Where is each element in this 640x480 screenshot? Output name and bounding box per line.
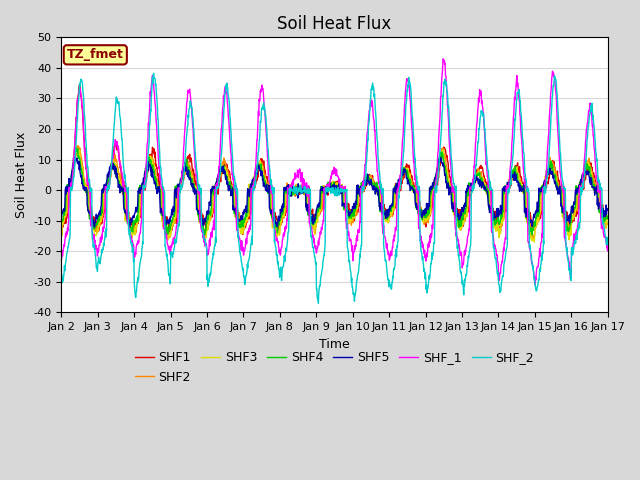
SHF3 [58, 231, 65, 237]
SHF2 [420, 216, 428, 221]
SHF_2 [150, 71, 157, 76]
SHF4 [72, 145, 80, 151]
SHF_1 [531, 281, 539, 287]
SHF4 [179, 169, 187, 175]
SHF4 [420, 210, 428, 216]
SHF_2 [604, 241, 611, 247]
Line: SHF2: SHF2 [61, 146, 607, 239]
SHF5 [58, 215, 65, 220]
Line: SHF1: SHF1 [61, 85, 607, 234]
SHF5 [436, 155, 444, 160]
SHF3 [420, 220, 428, 226]
SHF1 [76, 82, 83, 88]
SHF2 [491, 213, 499, 219]
SHF4 [201, 232, 209, 238]
Y-axis label: Soil Heat Flux: Soil Heat Flux [15, 132, 28, 218]
Line: SHF4: SHF4 [61, 148, 607, 235]
SHF_2 [166, 275, 174, 281]
SHF_1 [58, 257, 65, 263]
SHF5 [540, 185, 547, 191]
SHF4 [58, 219, 65, 225]
SHF3 [241, 225, 248, 231]
SHF_2 [540, 238, 547, 243]
SHF3 [540, 190, 547, 195]
SHF2 [166, 231, 174, 237]
SHF_2 [420, 269, 428, 275]
X-axis label: Time: Time [319, 337, 350, 351]
SHF4 [166, 227, 174, 232]
SHF_2 [58, 271, 65, 277]
SHF_2 [241, 275, 248, 280]
SHF5 [241, 206, 248, 212]
SHF3 [604, 216, 611, 222]
SHF1 [420, 209, 428, 215]
SHF_1 [491, 242, 499, 248]
SHF3 [491, 222, 499, 228]
SHF1 [166, 228, 174, 233]
SHF_1 [166, 249, 173, 254]
SHF4 [540, 184, 547, 190]
SHF1 [179, 178, 187, 184]
SHF1 [540, 186, 547, 192]
SHF2 [604, 221, 611, 227]
SHF_1 [419, 243, 427, 249]
SHF5 [125, 224, 133, 230]
SHF5 [420, 211, 428, 217]
SHF1 [239, 231, 246, 237]
Line: SHF5: SHF5 [61, 157, 607, 227]
Legend: SHF1, SHF2, SHF3, SHF4, SHF5, SHF_1, SHF_2: SHF1, SHF2, SHF3, SHF4, SHF5, SHF_1, SHF… [130, 347, 539, 389]
SHF1 [58, 227, 65, 232]
SHF3 [531, 239, 538, 245]
SHF4 [492, 216, 499, 221]
SHF3 [179, 172, 187, 178]
Line: SHF_1: SHF_1 [61, 59, 607, 284]
Line: SHF3: SHF3 [61, 146, 607, 242]
SHF5 [166, 219, 174, 225]
SHF_1 [440, 56, 447, 62]
Line: SHF_2: SHF_2 [61, 73, 607, 303]
SHF2 [530, 236, 538, 241]
SHF5 [604, 207, 611, 213]
SHF_1 [240, 249, 248, 254]
SHF2 [74, 143, 81, 149]
SHF1 [492, 208, 499, 214]
SHF_2 [492, 256, 499, 262]
SHF_1 [179, 161, 187, 167]
SHF2 [179, 169, 187, 175]
SHF5 [492, 214, 499, 219]
SHF_2 [314, 300, 322, 306]
SHF3 [166, 232, 174, 238]
SHF2 [241, 224, 248, 230]
SHF4 [604, 216, 611, 221]
SHF1 [241, 224, 248, 229]
SHF2 [540, 181, 547, 187]
Title: Soil Heat Flux: Soil Heat Flux [277, 15, 392, 33]
SHF_1 [540, 186, 547, 192]
SHF5 [179, 166, 187, 171]
SHF4 [241, 215, 248, 221]
SHF1 [604, 214, 611, 220]
SHF_2 [179, 177, 187, 182]
SHF3 [72, 143, 79, 149]
SHF_1 [604, 248, 611, 253]
Text: TZ_fmet: TZ_fmet [67, 48, 124, 61]
SHF2 [58, 221, 65, 227]
